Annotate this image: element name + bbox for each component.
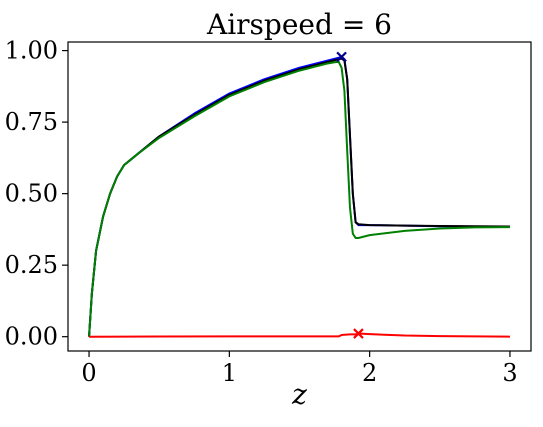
y-tick-label-0: 0.00 [5,323,58,351]
x-marker-1 [353,328,364,339]
y-tick-label-3: 0.75 [5,108,58,136]
series-layer [88,55,510,338]
series-line-2 [88,61,510,337]
y-tick-label-2: 0.50 [5,180,58,208]
chart-title: Airspeed = 6 [206,8,392,41]
y-axis: 0.00 0.25 0.50 0.75 1.00 [5,37,68,351]
x-tick-label-0: 0 [81,359,96,387]
x-marker-0 [336,51,347,63]
marker-layer [336,51,364,339]
plot-frame [67,41,532,352]
series-line-3 [89,332,510,338]
x-axis-label: z [291,378,307,411]
y-tick-label-4: 1.00 [5,37,58,65]
x-axis: 0 1 2 3 [81,351,518,387]
y-tick-label-1: 0.25 [5,251,58,279]
x-tick-label-2: 2 [362,359,377,387]
x-tick-label-3: 3 [502,359,517,387]
x-tick-label-1: 1 [222,359,237,387]
plot-area [68,42,531,351]
